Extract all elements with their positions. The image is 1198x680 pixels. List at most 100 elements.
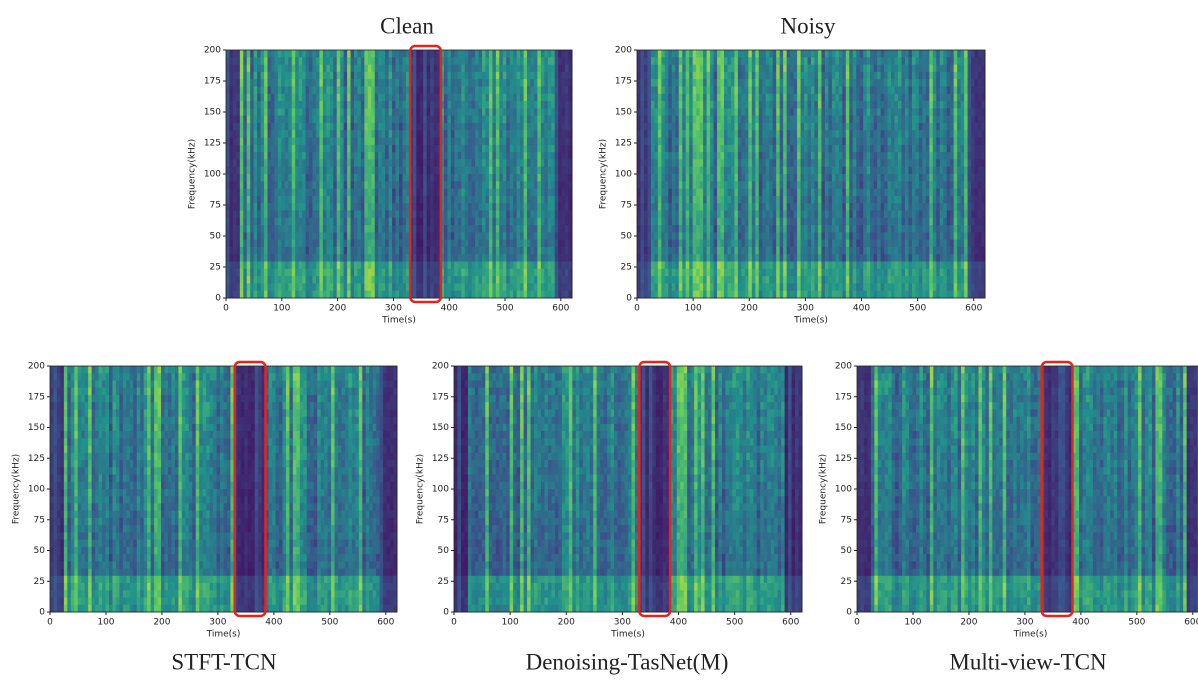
texture-cell: [696, 225, 700, 233]
texture-cell: [330, 247, 334, 255]
texture-cell: [537, 65, 541, 73]
texture-cell: [351, 262, 355, 270]
texture-cell: [787, 123, 791, 131]
texture-cell: [537, 72, 541, 80]
texture-cell: [254, 159, 258, 167]
texture-cell: [503, 57, 507, 65]
texture-cell: [783, 152, 787, 160]
texture-cell: [658, 116, 662, 124]
texture-cell: [416, 247, 420, 255]
texture-cell: [430, 65, 434, 73]
texture-cell: [396, 283, 400, 291]
texture-cell: [787, 94, 791, 102]
texture-cell: [565, 225, 569, 233]
texture-cell: [385, 130, 389, 138]
texture-cell: [254, 167, 258, 175]
texture-cell: [368, 218, 372, 226]
texture-cell: [479, 123, 483, 131]
texture-cell: [413, 101, 417, 109]
texture-cell: [243, 291, 247, 299]
texture-cell: [551, 130, 555, 138]
texture-cell: [565, 210, 569, 218]
texture-cell: [644, 138, 648, 146]
texture-cell: [468, 123, 472, 131]
texture-cell: [486, 232, 490, 240]
texture-cell: [787, 65, 791, 73]
texture-cell: [510, 225, 514, 233]
texture-cell: [385, 232, 389, 240]
texture-cell: [776, 262, 780, 270]
texture-cell: [240, 123, 244, 131]
texture-cell: [703, 145, 707, 153]
texture-cell: [326, 123, 330, 131]
texture-cell: [534, 152, 538, 160]
texture-cell: [640, 152, 644, 160]
texture-cell: [468, 50, 472, 58]
texture-cell: [240, 94, 244, 102]
texture-cell: [378, 94, 382, 102]
texture-cell: [783, 57, 787, 65]
texture-cell: [281, 167, 285, 175]
texture-cell: [717, 145, 721, 153]
texture-cell: [714, 262, 718, 270]
texture-cell: [714, 232, 718, 240]
texture-cell: [745, 240, 749, 248]
texture-cell: [302, 276, 306, 284]
texture-cell: [479, 262, 483, 270]
texture-cell: [479, 174, 483, 182]
texture-cell: [544, 57, 548, 65]
texture-cell: [344, 225, 348, 233]
texture-cell: [337, 86, 341, 94]
texture-cell: [710, 50, 714, 58]
texture-cell: [640, 196, 644, 204]
texture-cell: [734, 174, 738, 182]
texture-cell: [378, 50, 382, 58]
texture-cell: [292, 196, 296, 204]
texture-cell: [496, 181, 500, 189]
texture-cell: [534, 101, 538, 109]
texture-cell: [361, 86, 365, 94]
texture-cell: [689, 291, 693, 299]
texture-cell: [520, 108, 524, 116]
texture-cell: [651, 240, 655, 248]
texture-cell: [236, 65, 240, 73]
texture-cell: [274, 159, 278, 167]
texture-cell: [229, 240, 233, 248]
texture-cell: [229, 203, 233, 211]
x-axis-label: Time(s): [381, 316, 416, 326]
texture-cell: [503, 247, 507, 255]
texture-cell: [486, 167, 490, 175]
texture-cell: [382, 181, 386, 189]
texture-cell: [731, 101, 735, 109]
texture-cell: [738, 50, 742, 58]
texture-cell: [787, 254, 791, 262]
texture-cell: [454, 167, 458, 175]
texture-cell: [679, 123, 683, 131]
texture-cell: [769, 174, 773, 182]
texture-cell: [724, 254, 728, 262]
texture-cell: [434, 101, 438, 109]
texture-cell: [762, 101, 766, 109]
texture-cell: [340, 262, 344, 270]
texture-cell: [647, 269, 651, 277]
texture-cell: [344, 254, 348, 262]
texture-cell: [794, 94, 798, 102]
texture-cell: [530, 218, 534, 226]
texture-cell: [517, 218, 521, 226]
texture-cell: [486, 189, 490, 197]
texture-cell: [696, 65, 700, 73]
texture-cell: [240, 101, 244, 109]
texture-cell: [385, 218, 389, 226]
texture-cell: [776, 247, 780, 255]
texture-cell: [530, 57, 534, 65]
texture-cell: [527, 101, 531, 109]
texture-cell: [696, 240, 700, 248]
texture-cell: [679, 174, 683, 182]
texture-cell: [492, 123, 496, 131]
texture-cell: [489, 210, 493, 218]
texture-cell: [340, 269, 344, 277]
texture-cell: [423, 189, 427, 197]
texture-cell: [285, 123, 289, 131]
texture-cell: [499, 291, 503, 299]
texture-cell: [288, 189, 292, 197]
